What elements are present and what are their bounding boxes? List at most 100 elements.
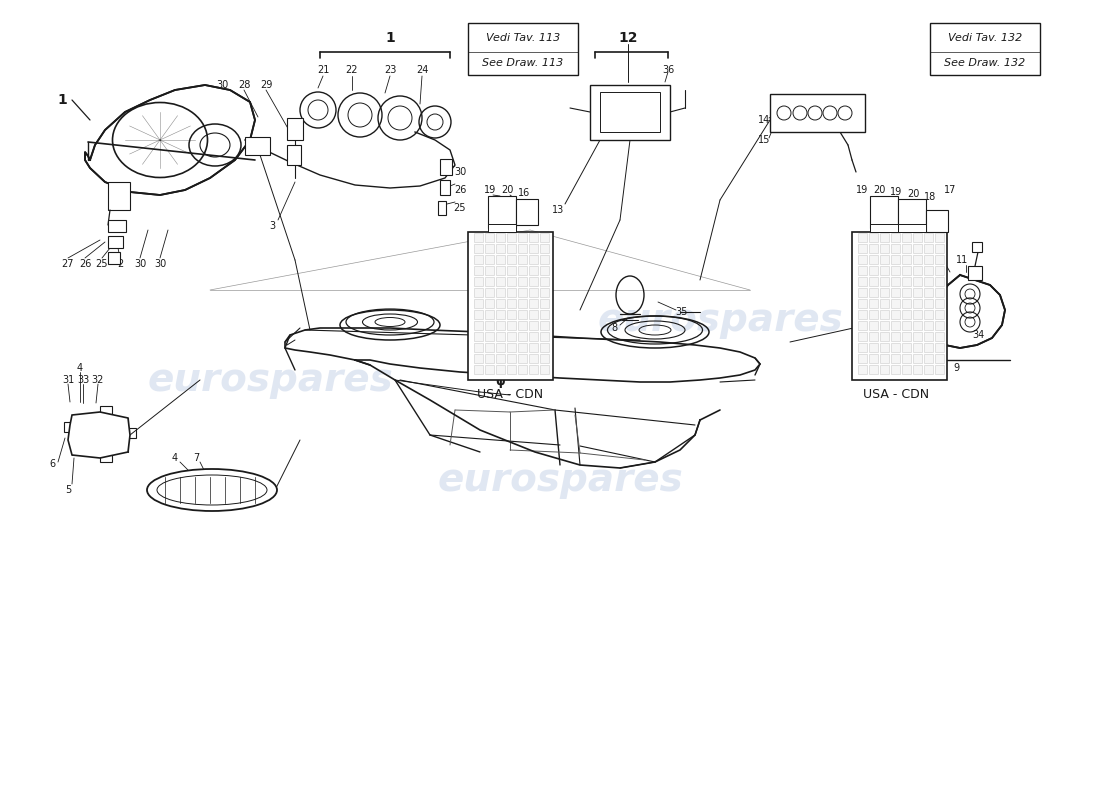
- Bar: [474, 354, 483, 363]
- Text: 11: 11: [956, 255, 968, 265]
- Bar: [902, 233, 911, 242]
- Text: 24: 24: [416, 65, 428, 75]
- Bar: [496, 354, 505, 363]
- Text: 4: 4: [77, 363, 84, 373]
- Bar: [474, 310, 483, 319]
- Bar: [474, 233, 483, 242]
- Bar: [507, 255, 516, 264]
- Bar: [516, 199, 538, 225]
- Bar: [108, 220, 126, 232]
- Bar: [287, 118, 303, 140]
- Bar: [485, 277, 494, 286]
- Bar: [913, 277, 922, 286]
- Bar: [935, 354, 944, 363]
- Bar: [858, 244, 867, 253]
- Bar: [540, 343, 549, 352]
- Bar: [902, 310, 911, 319]
- Text: 33: 33: [77, 375, 89, 385]
- Text: 21: 21: [317, 65, 329, 75]
- Bar: [474, 288, 483, 297]
- Bar: [935, 299, 944, 308]
- Bar: [540, 255, 549, 264]
- Bar: [869, 233, 878, 242]
- Bar: [935, 233, 944, 242]
- Text: 19: 19: [856, 185, 868, 195]
- Bar: [869, 321, 878, 330]
- Bar: [529, 365, 538, 374]
- Bar: [529, 321, 538, 330]
- Bar: [869, 343, 878, 352]
- Bar: [891, 299, 900, 308]
- Bar: [128, 428, 136, 438]
- Bar: [108, 252, 120, 264]
- Bar: [924, 288, 933, 297]
- Bar: [858, 310, 867, 319]
- Bar: [869, 332, 878, 341]
- Bar: [902, 277, 911, 286]
- Text: ψ: ψ: [495, 375, 505, 389]
- Bar: [770, 94, 865, 132]
- Text: 23: 23: [384, 65, 396, 75]
- Bar: [935, 277, 944, 286]
- Bar: [485, 332, 494, 341]
- Text: 13: 13: [552, 205, 564, 215]
- Bar: [507, 354, 516, 363]
- Bar: [869, 365, 878, 374]
- Bar: [540, 277, 549, 286]
- Bar: [913, 244, 922, 253]
- Bar: [485, 244, 494, 253]
- Bar: [935, 365, 944, 374]
- Bar: [474, 244, 483, 253]
- Bar: [518, 332, 527, 341]
- Bar: [518, 321, 527, 330]
- Text: 36: 36: [662, 65, 674, 75]
- Bar: [529, 343, 538, 352]
- Bar: [924, 332, 933, 341]
- Bar: [507, 299, 516, 308]
- Bar: [858, 332, 867, 341]
- Bar: [507, 288, 516, 297]
- Bar: [485, 266, 494, 275]
- Polygon shape: [68, 412, 130, 458]
- Bar: [913, 343, 922, 352]
- Bar: [474, 299, 483, 308]
- Bar: [869, 244, 878, 253]
- Text: 34: 34: [972, 330, 984, 340]
- Bar: [924, 233, 933, 242]
- Bar: [100, 406, 112, 414]
- Bar: [507, 277, 516, 286]
- Bar: [891, 321, 900, 330]
- Bar: [913, 310, 922, 319]
- Bar: [935, 288, 944, 297]
- Bar: [529, 266, 538, 275]
- Bar: [891, 354, 900, 363]
- Bar: [880, 321, 889, 330]
- Bar: [913, 365, 922, 374]
- Bar: [474, 255, 483, 264]
- Bar: [858, 365, 867, 374]
- Bar: [496, 277, 505, 286]
- Bar: [474, 343, 483, 352]
- Bar: [496, 244, 505, 253]
- Text: eurospares: eurospares: [597, 301, 843, 339]
- Bar: [858, 266, 867, 275]
- Text: 30: 30: [154, 259, 166, 269]
- Bar: [529, 255, 538, 264]
- Bar: [496, 266, 505, 275]
- Bar: [902, 321, 911, 330]
- Bar: [880, 233, 889, 242]
- Bar: [64, 422, 72, 432]
- Bar: [518, 266, 527, 275]
- Bar: [518, 233, 527, 242]
- Bar: [913, 354, 922, 363]
- Bar: [518, 244, 527, 253]
- Bar: [540, 321, 549, 330]
- Text: 27: 27: [62, 259, 75, 269]
- Bar: [924, 299, 933, 308]
- Bar: [529, 233, 538, 242]
- Text: 26: 26: [454, 185, 466, 195]
- Bar: [880, 299, 889, 308]
- Bar: [507, 244, 516, 253]
- Text: 12: 12: [618, 31, 638, 45]
- Ellipse shape: [147, 469, 277, 511]
